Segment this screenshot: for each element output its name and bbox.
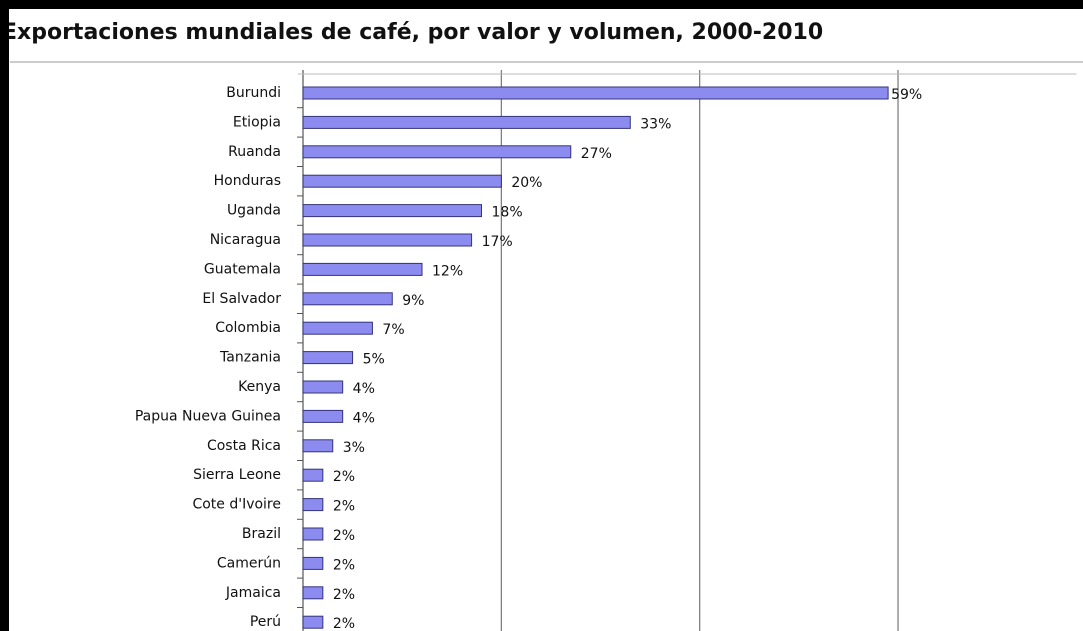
value-label: 5% xyxy=(363,352,385,368)
value-label: 2% xyxy=(333,469,355,485)
y-tick-label: Jamaica xyxy=(225,585,281,601)
value-label: 18% xyxy=(492,205,523,221)
value-label: 27% xyxy=(581,146,612,162)
bar xyxy=(302,586,324,600)
y-tick-label: Colombia xyxy=(215,320,281,336)
bar xyxy=(302,380,344,394)
bar xyxy=(302,174,502,188)
y-tick-label: Uganda xyxy=(227,203,281,219)
bar xyxy=(302,204,483,218)
value-label: 2% xyxy=(333,528,355,544)
bar xyxy=(302,468,324,482)
y-tick-label: Papua Nueva Guinea xyxy=(135,408,281,424)
chart-title: Exportaciones mundiales de café, por val… xyxy=(2,20,823,45)
y-tick-label: Cote d'Ivoire xyxy=(192,497,281,513)
value-label: 2% xyxy=(333,499,355,515)
y-tick-label: Etiopia xyxy=(233,114,281,130)
y-tick-label: Honduras xyxy=(214,173,281,189)
y-tick-label: Tanzania xyxy=(219,350,281,366)
bar xyxy=(302,292,393,306)
y-tick-label: Camerún xyxy=(217,555,281,571)
y-tick-label: Guatemala xyxy=(204,261,281,277)
y-tick-label: Nicaragua xyxy=(210,232,281,248)
value-label: 3% xyxy=(343,440,365,456)
bar xyxy=(302,409,344,423)
value-label: 2% xyxy=(333,587,355,603)
bar xyxy=(302,527,324,541)
bar xyxy=(302,233,473,247)
value-label: 2% xyxy=(333,616,355,631)
bar xyxy=(302,115,631,129)
y-tick-label: Burundi xyxy=(226,85,281,101)
bar xyxy=(302,262,423,276)
value-label: 9% xyxy=(402,293,424,309)
bar xyxy=(302,145,572,159)
y-tick-label: Ruanda xyxy=(228,144,281,160)
value-label: 59% xyxy=(891,87,922,103)
value-label: 7% xyxy=(382,322,404,338)
y-tick-label: Brazil xyxy=(242,526,281,542)
bar xyxy=(302,321,373,335)
value-label: 17% xyxy=(482,234,513,250)
value-label: 33% xyxy=(640,116,671,132)
y-tick-label: Perú xyxy=(250,614,281,630)
bar xyxy=(302,615,324,629)
bar xyxy=(302,498,324,512)
border-top xyxy=(0,0,1083,9)
border-left xyxy=(0,0,9,631)
value-label: 2% xyxy=(333,557,355,573)
value-label: 4% xyxy=(353,381,375,397)
value-label: 20% xyxy=(511,175,542,191)
bar xyxy=(302,439,334,453)
bar xyxy=(302,351,354,365)
bar xyxy=(302,556,324,570)
bar xyxy=(302,86,889,100)
y-tick-label: Costa Rica xyxy=(207,438,281,454)
y-tick-label: El Salvador xyxy=(202,291,281,307)
y-tick-label: Sierra Leone xyxy=(193,467,281,483)
value-label: 4% xyxy=(353,410,375,426)
y-tick-label: Kenya xyxy=(238,379,281,395)
value-label: 12% xyxy=(432,263,463,279)
